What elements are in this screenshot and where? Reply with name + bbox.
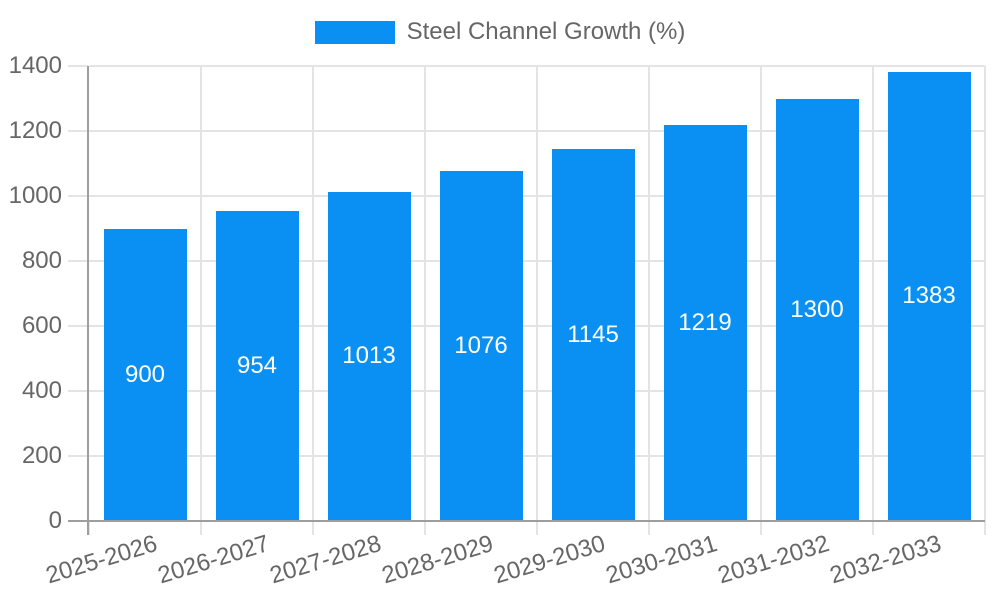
bar[interactable] xyxy=(215,210,299,521)
legend[interactable]: Steel Channel Growth (%) xyxy=(0,20,1000,44)
y-axis-tick-label: 1000 xyxy=(8,182,62,209)
y-axis-tick xyxy=(68,130,88,132)
bar-value-label: 1013 xyxy=(342,342,396,370)
bar-value-label: 900 xyxy=(124,360,166,388)
gridline-vertical xyxy=(648,66,650,521)
bar[interactable] xyxy=(327,191,411,521)
y-axis-tick xyxy=(68,390,88,392)
y-axis-tick xyxy=(68,65,88,67)
bar[interactable] xyxy=(775,98,859,521)
x-axis-tick-label: 2029-2030 xyxy=(490,530,609,590)
bar[interactable] xyxy=(551,148,635,521)
bar[interactable] xyxy=(439,171,523,521)
gridline-vertical xyxy=(872,66,874,521)
bar[interactable] xyxy=(887,71,971,521)
bar-value-label: 1219 xyxy=(678,308,732,336)
y-axis-tick-label: 800 xyxy=(21,247,62,274)
y-axis-tick xyxy=(68,195,88,197)
x-axis-tick xyxy=(424,521,426,535)
x-axis-tick xyxy=(200,521,202,535)
x-axis-tick xyxy=(872,521,874,535)
y-axis-tick-label: 400 xyxy=(21,377,62,404)
gridline-vertical xyxy=(984,66,986,521)
x-axis-tick-label: 2030-2031 xyxy=(602,530,721,590)
y-axis-tick xyxy=(68,455,88,457)
legend-label: Steel Channel Growth (%) xyxy=(406,18,686,45)
bar-value-label: 954 xyxy=(236,351,278,379)
y-axis-tick-label: 0 xyxy=(48,507,62,534)
gridline-vertical xyxy=(536,66,538,521)
x-axis-tick-label: 2026-2027 xyxy=(154,530,273,590)
x-axis-tick-label: 2025-2026 xyxy=(42,530,161,590)
y-axis-tick xyxy=(68,260,88,262)
y-axis-tick-label: 200 xyxy=(21,442,62,469)
gridline-vertical xyxy=(424,66,426,521)
x-axis-tick xyxy=(536,521,538,535)
gridline-vertical xyxy=(312,66,314,521)
bar[interactable] xyxy=(663,124,747,521)
x-axis-tick xyxy=(312,521,314,535)
y-axis-tick-label: 600 xyxy=(21,312,62,339)
y-axis-tick xyxy=(68,325,88,327)
x-axis-tick-label: 2031-2032 xyxy=(714,530,833,590)
gridline-vertical xyxy=(760,66,762,521)
x-axis-tick xyxy=(88,521,90,535)
y-axis-tick-label: 1200 xyxy=(8,117,62,144)
x-axis-tick xyxy=(760,521,762,535)
gridline-vertical xyxy=(200,66,202,521)
y-axis-tick-label: 1400 xyxy=(8,52,62,79)
x-axis-tick xyxy=(984,521,986,535)
bar[interactable] xyxy=(103,228,187,521)
x-axis-line xyxy=(68,520,985,522)
bar-value-label: 1076 xyxy=(454,332,508,360)
bar-value-label: 1383 xyxy=(902,282,956,310)
bar-value-label: 1300 xyxy=(790,295,844,323)
bar-value-label: 1145 xyxy=(567,320,619,348)
x-axis-tick-label: 2027-2028 xyxy=(266,530,385,590)
x-axis-tick-label: 2028-2029 xyxy=(378,530,497,590)
legend-swatch xyxy=(314,20,395,44)
x-axis-tick xyxy=(648,521,650,535)
x-axis-tick-label: 2032-2033 xyxy=(826,530,945,590)
y-axis-line xyxy=(87,66,89,535)
